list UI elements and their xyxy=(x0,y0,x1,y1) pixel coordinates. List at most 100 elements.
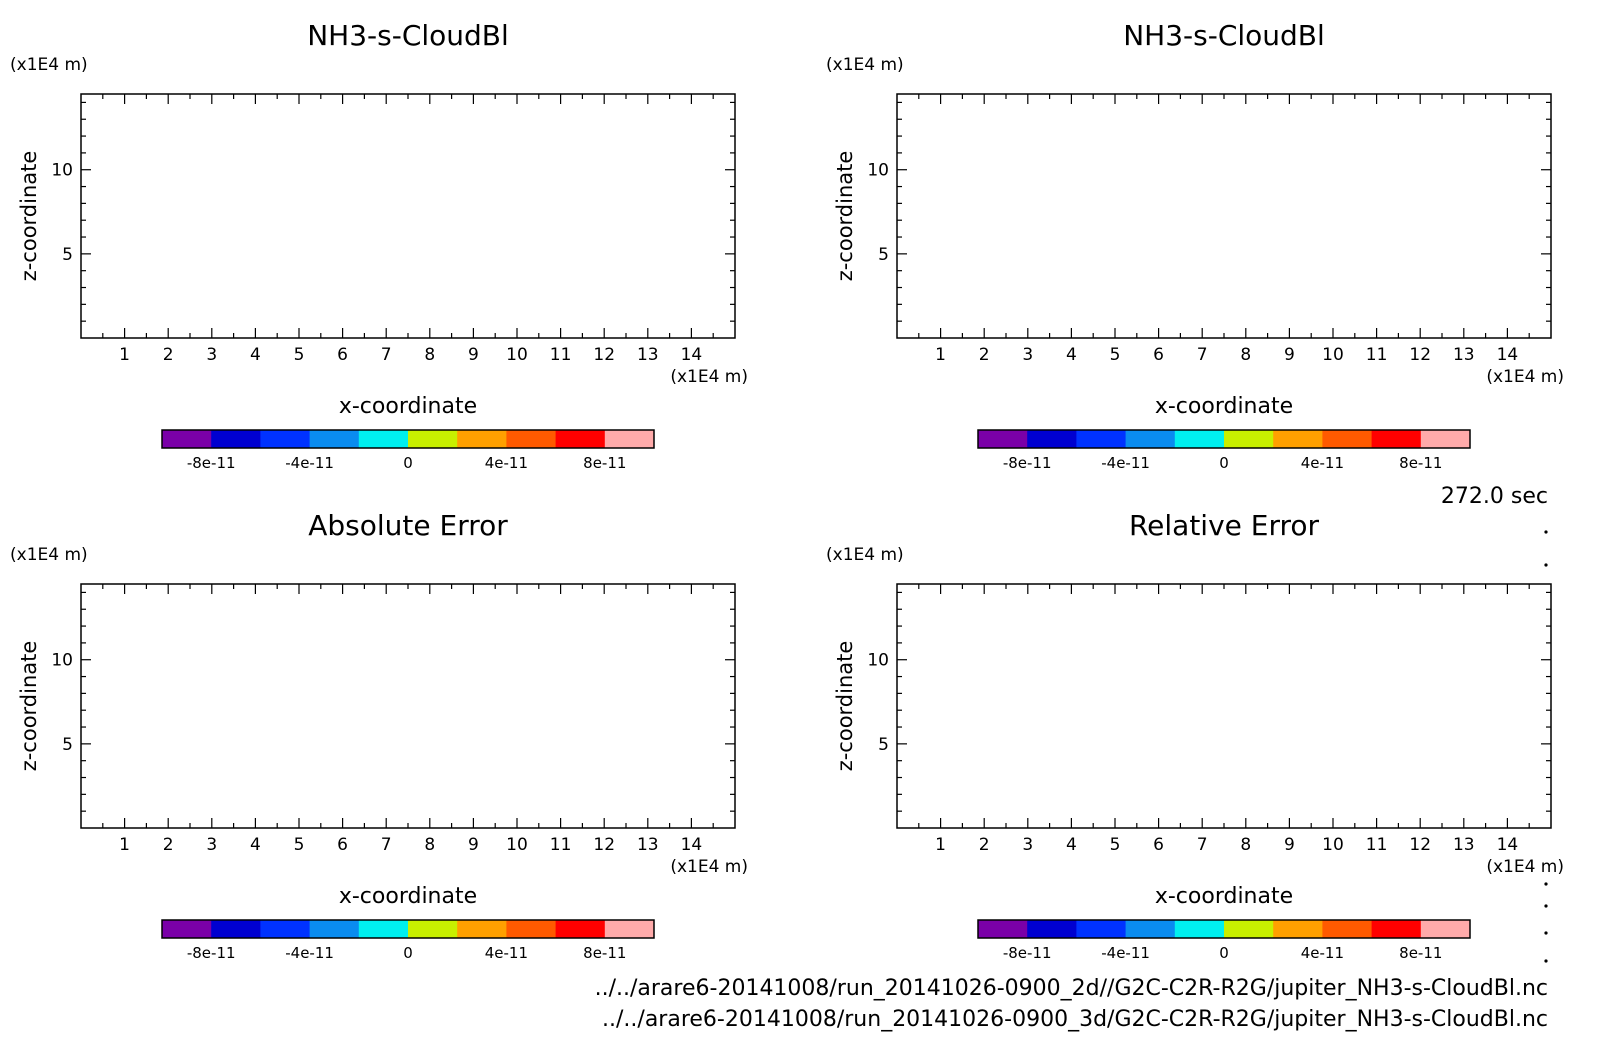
colorbar-tick-label: -8e-11 xyxy=(1003,944,1052,962)
x-tick-label: 11 xyxy=(550,345,572,365)
colorbar-tick-label: -4e-11 xyxy=(1101,944,1150,962)
colorbar-swatch xyxy=(1174,920,1225,938)
colorbar-tick-label: 4e-11 xyxy=(485,944,528,962)
colorbar-swatch xyxy=(260,430,311,448)
y-tick-label: 5 xyxy=(62,735,73,755)
colorbar-swatch xyxy=(1420,920,1471,938)
colorbar-swatch xyxy=(506,430,557,448)
x-tick-label: 7 xyxy=(381,835,392,855)
colorbar-swatch xyxy=(1027,430,1077,448)
chart-title: Relative Error xyxy=(1129,509,1320,542)
colorbar-tick-label: 0 xyxy=(1219,454,1229,472)
colorbar-frame xyxy=(977,919,1471,939)
plot-area xyxy=(896,93,1552,339)
chart-title: NH3-s-CloudBl xyxy=(1123,19,1325,52)
colorbar-tick-label: 4e-11 xyxy=(1301,454,1344,472)
colorbar-swatch xyxy=(1273,920,1323,938)
x-tick-label: 14 xyxy=(681,345,703,365)
time-label: 272.0 sec xyxy=(1441,484,1548,509)
y-tick-label: 10 xyxy=(867,651,889,671)
x-tick-label: 11 xyxy=(550,835,572,855)
y-axis-label: z-coordinate xyxy=(833,641,857,772)
x-tick-label: 4 xyxy=(250,835,261,855)
x-tick-label: 13 xyxy=(637,835,659,855)
x-tick-label: 2 xyxy=(163,345,174,365)
x-tick-label: 4 xyxy=(250,345,261,365)
chart-panel-3: Absolute Error (x1E4 m) (x1E4 m) x-coordina… xyxy=(10,509,748,962)
colorbar-frame xyxy=(977,429,1471,449)
colorbar-swatch xyxy=(1371,430,1422,448)
colorbar-swatch xyxy=(1273,430,1323,448)
colorbar-swatch xyxy=(506,920,557,938)
colorbar-swatch xyxy=(211,430,261,448)
chart-panel-1: NH3-s-CloudBl (x1E4 m) (x1E4 m) x-coordinat… xyxy=(10,19,748,472)
colorbar-swatch xyxy=(211,920,261,938)
x-tick-label: 1 xyxy=(119,835,130,855)
x-tick-label: 13 xyxy=(1453,345,1475,365)
colorbar-frame xyxy=(161,919,655,939)
x-tick-label: 10 xyxy=(1322,835,1344,855)
x-tick-label: 13 xyxy=(1453,835,1475,855)
margin-dot xyxy=(1544,530,1548,534)
colorbar-swatch xyxy=(1322,920,1373,938)
x-tick-label: 9 xyxy=(468,835,479,855)
colorbar-swatch xyxy=(162,920,212,938)
x-tick-label: 12 xyxy=(1409,345,1431,365)
x-tick-label: 2 xyxy=(979,835,990,855)
x-tick-label: 6 xyxy=(337,835,348,855)
margin-dot xyxy=(1544,931,1548,935)
y-tick-label: 10 xyxy=(867,161,889,181)
chart-panel-4: Relative Error (x1E4 m) (x1E4 m) x-coordina… xyxy=(826,509,1564,962)
x-tick-label: 14 xyxy=(681,835,703,855)
colorbar-tick-label: -8e-11 xyxy=(1003,454,1052,472)
x-axis-unit: (x1E4 m) xyxy=(1486,367,1564,387)
colorbar-frame xyxy=(161,429,655,449)
plot-area xyxy=(80,583,736,829)
x-tick-label: 5 xyxy=(294,835,305,855)
x-tick-label: 6 xyxy=(1153,345,1164,365)
x-tick-label: 8 xyxy=(424,345,435,365)
colorbar-tick-label: 8e-11 xyxy=(1399,944,1442,962)
x-tick-label: 1 xyxy=(935,345,946,365)
colorbar-tick-label: 4e-11 xyxy=(485,454,528,472)
y-axis-unit: (x1E4 m) xyxy=(826,55,904,75)
x-tick-label: 7 xyxy=(381,345,392,365)
colorbar-swatch xyxy=(978,430,1028,448)
y-tick-label: 10 xyxy=(51,651,73,671)
colorbar-swatch xyxy=(555,920,606,938)
x-tick-label: 10 xyxy=(506,345,528,365)
x-tick-label: 12 xyxy=(593,345,615,365)
x-tick-label: 14 xyxy=(1497,835,1519,855)
x-axis-label: x-coordinate xyxy=(1155,884,1293,909)
file-path-3d: ../../arare6-20141008/run_20141026-0900_… xyxy=(602,1007,1548,1032)
colorbar-swatch xyxy=(408,920,458,938)
x-tick-label: 3 xyxy=(1022,345,1033,365)
panels-group: NH3-s-CloudBl (x1E4 m) (x1E4 m) x-coordinat… xyxy=(10,19,1564,962)
x-tick-label: 1 xyxy=(935,835,946,855)
y-axis-label: z-coordinate xyxy=(17,151,41,282)
colorbar-swatch xyxy=(309,920,360,938)
colorbar: -8e-11 -4e-11 0 4e-11 8e-11 xyxy=(161,919,655,962)
x-tick-label: 8 xyxy=(1240,345,1251,365)
colorbar-swatch xyxy=(1125,920,1176,938)
plot-area xyxy=(80,93,736,339)
colorbar-swatch xyxy=(1174,430,1225,448)
colorbar-swatch xyxy=(1076,920,1127,938)
x-axis-unit: (x1E4 m) xyxy=(670,367,748,387)
margin-dot xyxy=(1544,904,1548,908)
x-tick-label: 3 xyxy=(1022,835,1033,855)
colorbar-tick-label: 0 xyxy=(403,454,413,472)
x-axis-unit: (x1E4 m) xyxy=(1486,857,1564,877)
colorbar-tick-label: 4e-11 xyxy=(1301,944,1344,962)
x-axis-label: x-coordinate xyxy=(339,394,477,419)
colorbar-swatch xyxy=(408,430,458,448)
x-tick-label: 7 xyxy=(1197,835,1208,855)
colorbar-swatch xyxy=(457,430,507,448)
x-tick-label: 10 xyxy=(1322,345,1344,365)
margin-dot xyxy=(1544,563,1548,567)
y-axis-unit: (x1E4 m) xyxy=(10,55,88,75)
x-axis-label: x-coordinate xyxy=(1155,394,1293,419)
colorbar-tick-label: -8e-11 xyxy=(187,944,236,962)
x-tick-label: 5 xyxy=(294,345,305,365)
